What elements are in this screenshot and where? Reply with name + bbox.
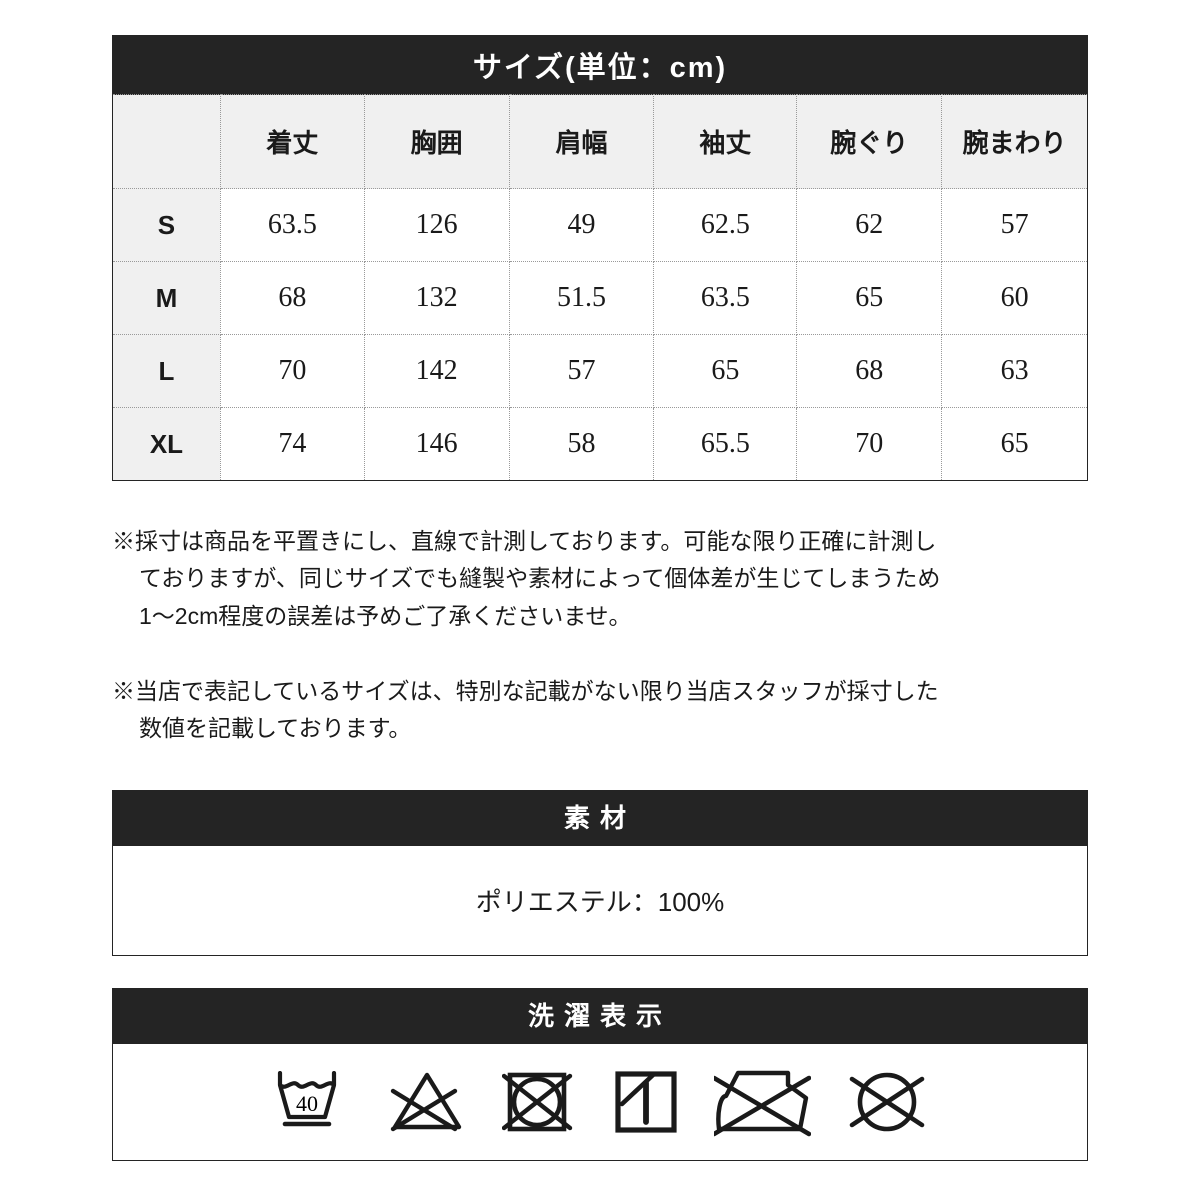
- svg-text:40: 40: [296, 1091, 318, 1116]
